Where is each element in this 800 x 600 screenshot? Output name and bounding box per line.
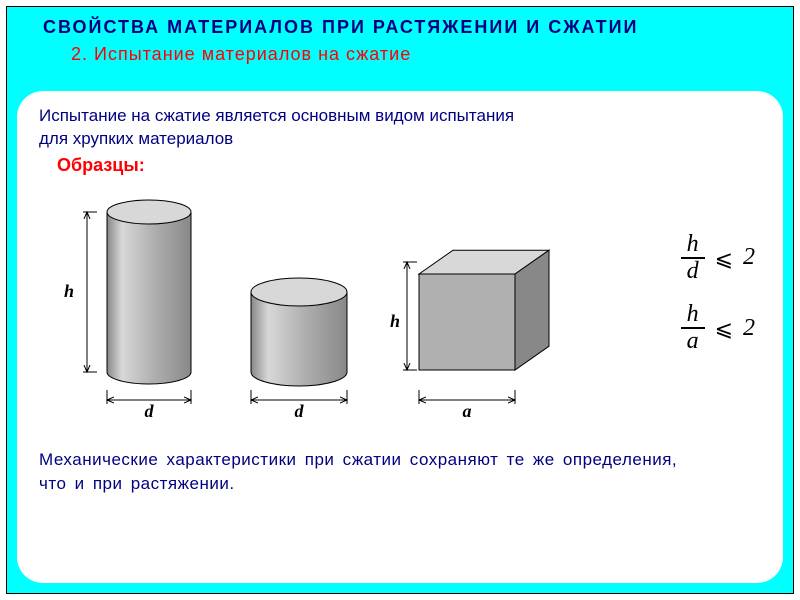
- diagram-zone: hddha h d ⩽ 2 h: [39, 182, 761, 442]
- sub-title: 2. Испытание материалов на сжатие: [7, 38, 793, 65]
- intro-line-2: для хрупких материалов: [39, 129, 233, 148]
- page-root: СВОЙСТВА МАТЕРИАЛОВ ПРИ РАСТЯЖЕНИИ И СЖА…: [0, 0, 800, 600]
- formula-2-rhs: 2: [743, 316, 755, 341]
- intro-text: Испытание на сжатие является основным ви…: [39, 105, 761, 151]
- main-title: СВОЙСТВА МАТЕРИАЛОВ ПРИ РАСТЯЖЕНИИ И СЖА…: [7, 7, 793, 38]
- footer-text: Механические характеристики при сжатии с…: [39, 448, 761, 496]
- formula-2-num: h: [681, 302, 705, 327]
- cyan-frame: СВОЙСТВА МАТЕРИАЛОВ ПРИ РАСТЯЖЕНИИ И СЖА…: [6, 6, 794, 594]
- formula-2: h a ⩽ 2: [681, 302, 755, 354]
- formula-1-num: h: [681, 232, 705, 257]
- formula-2-den: a: [681, 329, 705, 354]
- formula-1: h d ⩽ 2: [681, 232, 755, 284]
- formula-block: h d ⩽ 2 h a ⩽ 2: [681, 232, 755, 373]
- footer-line-1: Механические характеристики при сжатии с…: [39, 450, 677, 469]
- svg-text:d: d: [295, 401, 305, 421]
- formula-1-rhs: 2: [743, 245, 755, 270]
- svg-text:h: h: [390, 311, 400, 331]
- content-panel: Испытание на сжатие является основным ви…: [17, 91, 783, 583]
- intro-line-1: Испытание на сжатие является основным ви…: [39, 106, 514, 125]
- svg-text:d: d: [145, 401, 155, 421]
- formula-1-den: d: [681, 259, 705, 284]
- formula-1-rel: ⩽: [715, 247, 733, 270]
- svg-text:h: h: [64, 281, 74, 301]
- formula-2-rel: ⩽: [715, 317, 733, 340]
- samples-label: Образцы:: [39, 151, 761, 176]
- shapes-diagram: h d d h a: [39, 182, 599, 442]
- footer-line-2: что и при растяжении.: [39, 474, 235, 493]
- svg-text:a: a: [463, 401, 472, 421]
